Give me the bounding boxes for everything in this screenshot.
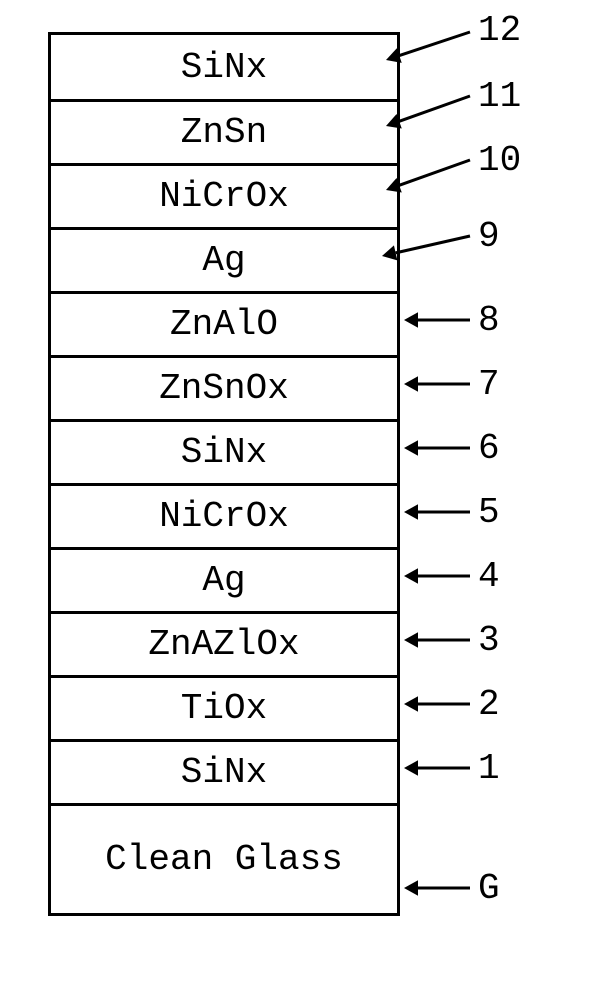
- callout-label-7: 7: [478, 364, 500, 405]
- callout-arrow-head: [404, 312, 418, 327]
- callout-label-6: 6: [478, 428, 500, 469]
- callout-arrow-line: [399, 160, 470, 185]
- callout-arrow-head: [404, 760, 418, 775]
- callout-label-10: 10: [478, 140, 521, 181]
- callout-arrow-head: [382, 245, 397, 260]
- callout-label-5: 5: [478, 492, 500, 533]
- callout-label-9: 9: [478, 216, 500, 257]
- callout-label-3: 3: [478, 620, 500, 661]
- callout-arrow-head: [404, 696, 418, 711]
- callout-label-G: G: [478, 868, 500, 909]
- callout-label-1: 1: [478, 748, 500, 789]
- callout-arrow-head: [404, 376, 418, 391]
- callout-label-4: 4: [478, 556, 500, 597]
- callout-arrow-line: [399, 32, 470, 56]
- callout-arrow-head: [404, 568, 418, 583]
- callout-arrow-head: [404, 632, 418, 647]
- callout-arrow-line: [396, 236, 470, 253]
- callout-arrow-head: [404, 880, 418, 895]
- callout-arrow-head: [404, 440, 418, 455]
- callout-arrow-line: [399, 96, 470, 121]
- callout-label-11: 11: [478, 76, 521, 117]
- callout-label-8: 8: [478, 300, 500, 341]
- callout-label-12: 12: [478, 10, 521, 51]
- callout-label-2: 2: [478, 684, 500, 725]
- layer-stack-figure: SiNxZnSnNiCrOxAgZnAlOZnSnOxSiNxNiCrOxAgZ…: [0, 0, 604, 1000]
- callout-arrow-head: [404, 504, 418, 519]
